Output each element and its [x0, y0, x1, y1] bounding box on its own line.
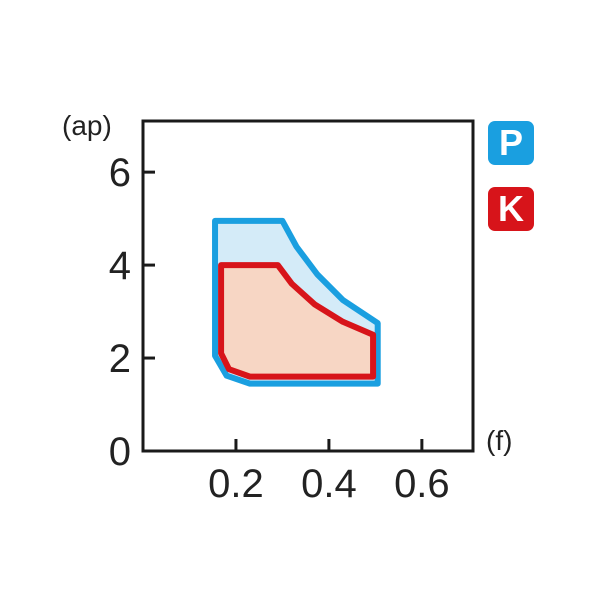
regions: [212, 217, 381, 387]
region-k: [218, 262, 377, 380]
legend-badge-p: P: [488, 121, 534, 165]
y-axis-label: (ap): [62, 110, 112, 141]
ticks: 0 2 4 6 0.2 0.4 0.6: [109, 151, 450, 506]
y-tick-label: 2: [109, 337, 131, 381]
y-tick-label: 4: [109, 244, 131, 288]
x-tick-label: 0.4: [301, 462, 357, 506]
y-tick-label: 0: [109, 430, 131, 474]
x-tick-label: 0.6: [394, 462, 450, 506]
x-tick-label: 0.2: [208, 462, 264, 506]
legend-badge-k: K: [488, 187, 534, 231]
plot-frame: [141, 119, 475, 453]
x-axis-label: (f): [486, 425, 512, 456]
y-tick-label: 6: [109, 151, 131, 195]
